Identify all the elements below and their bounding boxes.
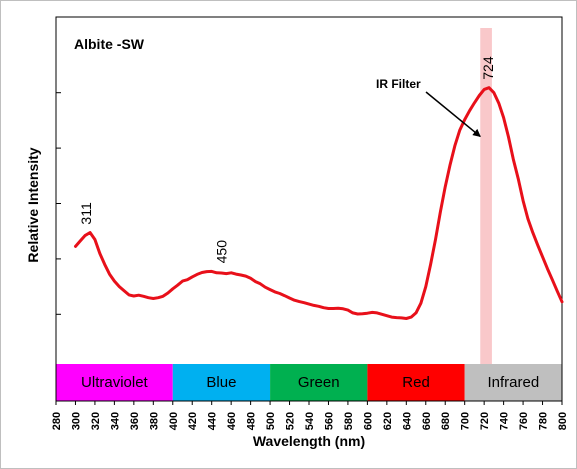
x-tick-label: 660 [421, 412, 433, 430]
x-tick-label: 740 [499, 412, 511, 430]
ir-filter-arrow [425, 91, 481, 138]
x-tick-label: 400 [168, 412, 180, 430]
x-tick-label: 500 [265, 412, 277, 430]
x-tick-label: 440 [207, 412, 219, 430]
band-label: Blue [206, 374, 236, 391]
peak-label: 724 [480, 56, 496, 80]
ir-filter-annotation: IR Filter [376, 77, 421, 91]
x-tick-label: 560 [323, 412, 335, 430]
band-blue [172, 364, 271, 401]
x-tick-label: 600 [362, 412, 374, 430]
band-infrared [464, 364, 562, 401]
x-tick-label: 640 [401, 412, 413, 430]
x-tick-label: 520 [285, 412, 297, 430]
band-label: Red [402, 374, 430, 391]
series-line-0 [74, 86, 564, 320]
x-tick-label: 280 [51, 412, 63, 430]
ir-filter-band [480, 28, 492, 364]
x-tick-label: 680 [440, 412, 452, 430]
x-tick-label: 780 [538, 412, 550, 430]
band-label: Ultraviolet [81, 374, 149, 391]
band-red [367, 364, 465, 401]
chart-title: Albite -SW [74, 36, 145, 52]
x-tick-label: 420 [187, 412, 199, 430]
x-tick-label: 580 [343, 412, 355, 430]
peak-label: 450 [213, 240, 229, 264]
x-tick-label: 320 [90, 412, 102, 430]
x-axis-label: Wavelength (nm) [253, 433, 365, 449]
x-tick-label: 340 [109, 412, 121, 430]
band-label: Infrared [487, 374, 539, 391]
y-axis-label: Relative Intensity [25, 147, 41, 262]
x-tick-label: 540 [304, 412, 316, 430]
band-label: Green [298, 374, 340, 391]
x-tick-label: 800 [557, 412, 569, 430]
x-tick-label: 480 [246, 412, 258, 430]
x-tick-label: 460 [226, 412, 238, 430]
peak-label: 311 [78, 202, 94, 225]
x-tick-label: 620 [382, 412, 394, 430]
x-tick-label: 720 [479, 412, 491, 430]
x-tick-label: 760 [518, 412, 530, 430]
x-tick-label: 360 [129, 412, 141, 430]
x-tick-label: 700 [460, 412, 472, 430]
x-tick-label: 300 [70, 412, 82, 430]
band-ultraviolet [56, 364, 173, 401]
band-green [270, 364, 368, 401]
x-tick-label: 380 [148, 412, 160, 430]
